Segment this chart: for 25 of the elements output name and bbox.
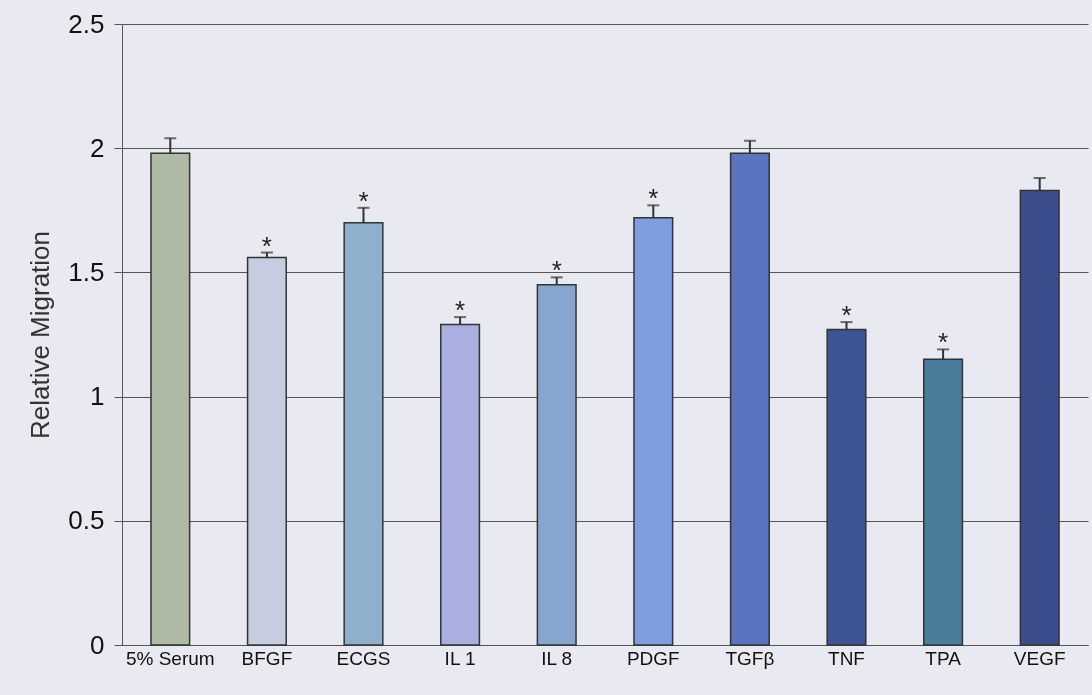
bar [246,256,287,646]
annotation: * [358,185,369,216]
x-tick-label: BFGF [241,647,293,669]
x-tick-label: VEGF [1013,647,1066,669]
y-tick-label: 0 [90,629,105,660]
annotation: * [261,230,272,261]
y-tick-label: 2 [90,132,105,163]
annotation: * [648,183,659,214]
x-tick-label: ECGS [336,647,391,669]
x-tick-label: IL 1 [444,647,476,669]
x-tick-label: PDGF [626,647,680,669]
x-tick-label: TGFβ [725,647,775,669]
annotation: * [841,300,852,331]
annotation: * [938,327,949,358]
y-tick-label: 2.5 [68,8,105,39]
annotation: * [551,255,562,286]
x-tick-label: IL 8 [541,647,573,669]
x-tick-label: 5% Serum [125,647,215,669]
annotation: * [455,295,466,326]
x-tick-label: TPA [925,647,962,669]
y-tick-label: 1.5 [68,256,105,287]
y-axis-title: Relative Migration [25,230,56,440]
y-tick-label: 0.5 [68,505,105,536]
y-tick-label: 1 [90,381,105,412]
x-tick-label: TNF [828,647,865,669]
